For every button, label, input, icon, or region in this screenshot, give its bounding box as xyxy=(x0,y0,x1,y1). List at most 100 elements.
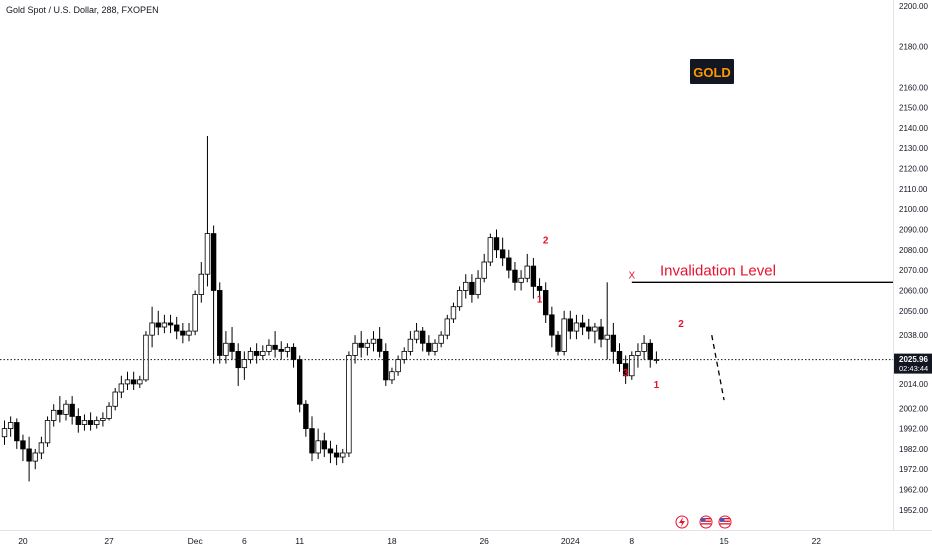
candle-body xyxy=(75,416,81,425)
candle xyxy=(278,341,284,360)
candle xyxy=(561,310,567,356)
candle-body xyxy=(358,342,364,348)
candle xyxy=(641,335,647,360)
candle xyxy=(352,335,358,364)
candle-body xyxy=(641,342,647,352)
candle-body xyxy=(530,265,537,287)
price-tick-label: 2100.00 xyxy=(899,205,928,214)
candle-body xyxy=(38,442,45,454)
wave-label: 1 xyxy=(537,295,543,306)
candle-body xyxy=(604,334,610,340)
candle xyxy=(395,355,401,376)
candle-body xyxy=(130,379,137,385)
candle-body xyxy=(370,338,377,344)
candle xyxy=(217,282,223,364)
candle-body xyxy=(51,409,57,421)
candle-body xyxy=(192,294,198,332)
candle-body xyxy=(44,420,51,444)
time-tick-label: 18 xyxy=(387,536,397,546)
candle-body xyxy=(94,420,100,425)
candle xyxy=(241,351,248,380)
current-price-tag-bg xyxy=(894,353,932,374)
candle xyxy=(376,327,383,358)
candle-body xyxy=(450,306,457,320)
candle-body xyxy=(407,338,414,352)
candle xyxy=(481,253,487,283)
candle-body xyxy=(610,334,617,352)
candle xyxy=(586,318,592,340)
candle-body xyxy=(352,342,358,356)
candle-body xyxy=(167,322,174,326)
candle xyxy=(7,416,14,437)
candle xyxy=(536,278,543,303)
price-axis[interactable]: 2200.00 2180.00 2160.00 2150.00 2140.00 2130.… xyxy=(894,2,932,515)
candle xyxy=(75,408,81,433)
candle-body xyxy=(333,452,340,458)
candle xyxy=(229,327,235,360)
price-tick-label: 2110.00 xyxy=(899,185,928,194)
candles-layer xyxy=(1,136,660,482)
candle xyxy=(463,274,469,299)
candle xyxy=(389,367,395,384)
candle-body xyxy=(481,261,487,279)
wave-label: 1 xyxy=(654,380,660,391)
candle xyxy=(100,412,106,427)
price-tick-label: 2002.00 xyxy=(899,404,928,413)
candle-body xyxy=(20,440,26,450)
candle-body xyxy=(438,334,444,344)
candle xyxy=(340,448,346,464)
candle-body xyxy=(499,249,506,259)
candle xyxy=(543,282,549,323)
candle-body xyxy=(327,448,334,454)
candle xyxy=(204,136,211,287)
candle xyxy=(401,347,407,364)
candle-body xyxy=(81,420,88,425)
event-icons[interactable] xyxy=(675,515,732,529)
candle-body xyxy=(592,326,598,332)
candle xyxy=(524,253,530,283)
time-axis[interactable]: 20 27 Dec 6 11 18 26 2024 8 15 22 xyxy=(18,536,821,546)
candle-body xyxy=(506,257,512,271)
time-tick-label: 22 xyxy=(812,536,822,546)
candle xyxy=(499,237,506,267)
candle-body xyxy=(598,326,604,340)
candle xyxy=(364,339,371,356)
candle-body xyxy=(469,281,475,295)
candle-body xyxy=(278,348,284,352)
candle-body xyxy=(137,379,143,385)
us-flag-event-icon[interactable] xyxy=(699,515,713,529)
candle xyxy=(622,355,629,384)
chart-title: Gold Spot / U.S. Dollar, 288, FXOPEN xyxy=(6,5,159,15)
candle xyxy=(192,290,198,336)
candle-body xyxy=(303,403,309,430)
price-tick-label: 2200.00 xyxy=(899,2,928,11)
price-tick-label: 1962.00 xyxy=(899,486,928,495)
candle xyxy=(26,436,32,482)
candle xyxy=(592,322,598,344)
candle xyxy=(549,306,555,348)
candle-body xyxy=(524,265,530,279)
current-price-value: 2025.96 xyxy=(899,355,928,364)
price-tick-label: 2070.00 xyxy=(899,266,928,275)
flash-event-icon[interactable] xyxy=(675,515,689,529)
candle-body xyxy=(161,322,168,328)
candle-body xyxy=(340,452,346,458)
candle xyxy=(210,225,217,364)
candle-body xyxy=(555,334,561,352)
candle xyxy=(493,229,500,258)
us-flag-event-icon-2[interactable] xyxy=(718,515,732,529)
candle xyxy=(512,262,518,291)
symbol-badge-background xyxy=(690,59,734,84)
candle xyxy=(579,314,586,336)
candle xyxy=(167,314,174,334)
candle xyxy=(346,351,352,458)
candle-body xyxy=(376,338,383,352)
candle-body xyxy=(493,237,500,251)
candle-body xyxy=(567,318,573,332)
candle-body xyxy=(100,418,106,421)
candle-body xyxy=(296,359,303,405)
candle xyxy=(51,404,57,427)
candle-body xyxy=(247,351,254,360)
